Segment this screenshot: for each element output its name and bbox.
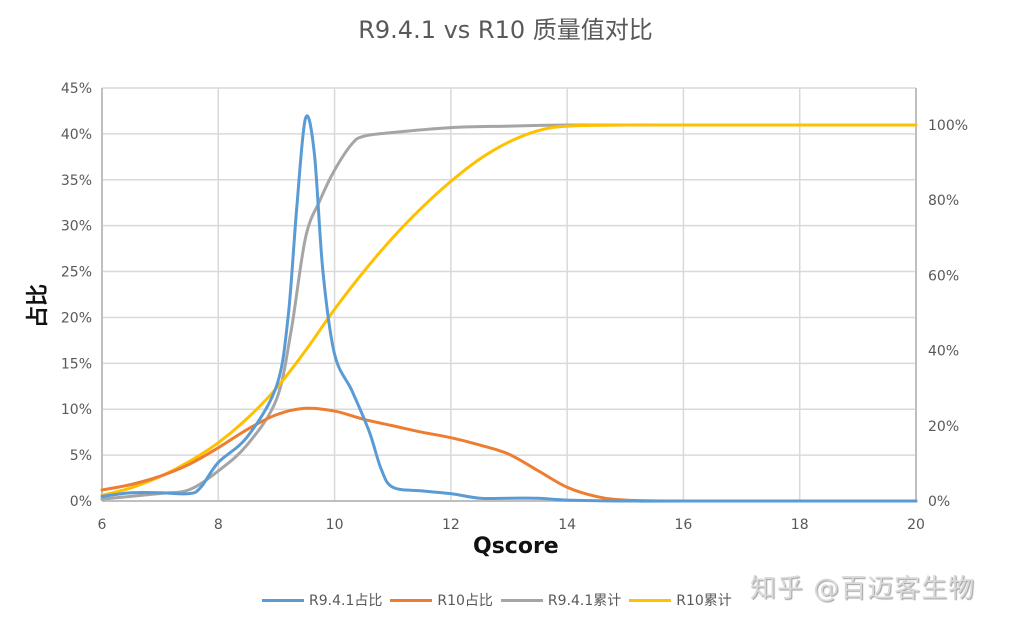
series-line-3 (100, 123, 918, 497)
y-tick-label: 0% (70, 494, 92, 510)
watermark: 知乎 @百迈客生物 (750, 574, 976, 604)
y2-tick-label: 100% (928, 118, 968, 134)
x-tick-label: 12 (442, 517, 460, 533)
y-tick-label: 40% (61, 127, 92, 143)
y-tick-label: 10% (61, 402, 92, 418)
legend: R9.4.1占比 R10占比 R9.4.1累计 R10累计 (262, 590, 740, 610)
legend-swatch-orange (390, 598, 433, 602)
series-line-0 (100, 114, 918, 503)
x-tick-label: 6 (98, 517, 107, 533)
axis-ticks: 0% 5% 10% 15% 20% 25% 30% 35% 40% 45% 6 8 10 12 14 16 18… (61, 81, 968, 533)
y2-tick-label: 60% (928, 268, 959, 284)
y-tick-label: 45% (61, 81, 92, 97)
legend-label: R9.4.1占比 (309, 593, 383, 609)
y-tick-label: 35% (61, 173, 92, 189)
x-tick-label: 20 (907, 517, 925, 533)
legend-swatch-gray (500, 598, 543, 602)
x-tick-label: 16 (675, 517, 693, 533)
legend-swatch-blue (262, 598, 304, 602)
y-tick-label: 30% (61, 219, 92, 235)
x-tick-label: 10 (326, 517, 344, 533)
chart-title: R9.4.1 vs R10 质量值对比 (358, 16, 653, 44)
x-tick-label: 14 (558, 517, 576, 533)
legend-swatch-yellow (629, 598, 672, 602)
legend-item-r941-cumulative[interactable]: R9.4.1累计 (500, 590, 622, 610)
x-tick-label: 18 (791, 517, 809, 533)
y-axis-title: 占比 (26, 283, 52, 329)
legend-label: R10累计 (676, 593, 732, 609)
y2-tick-label: 20% (928, 419, 959, 435)
x-tick-label: 8 (214, 517, 223, 533)
legend-item-r10-ratio[interactable]: R10占比 (390, 590, 493, 610)
legend-item-r10-cumulative[interactable]: R10累计 (629, 590, 732, 610)
series-lines (100, 114, 918, 503)
gridlines (101, 87, 917, 502)
legend-item-r941-ratio[interactable]: R9.4.1占比 (262, 590, 382, 610)
legend-label: R9.4.1累计 (547, 593, 622, 609)
y2-tick-label: 40% (928, 344, 959, 360)
x-axis-title: Qscore (473, 534, 559, 559)
y2-tick-label: 80% (928, 193, 959, 209)
y-tick-label: 25% (61, 265, 92, 281)
y-tick-label: 20% (61, 310, 92, 326)
y-tick-label: 5% (70, 448, 92, 464)
legend-label: R10占比 (437, 593, 493, 609)
y-tick-label: 15% (61, 356, 92, 372)
y2-tick-label: 0% (928, 494, 950, 510)
